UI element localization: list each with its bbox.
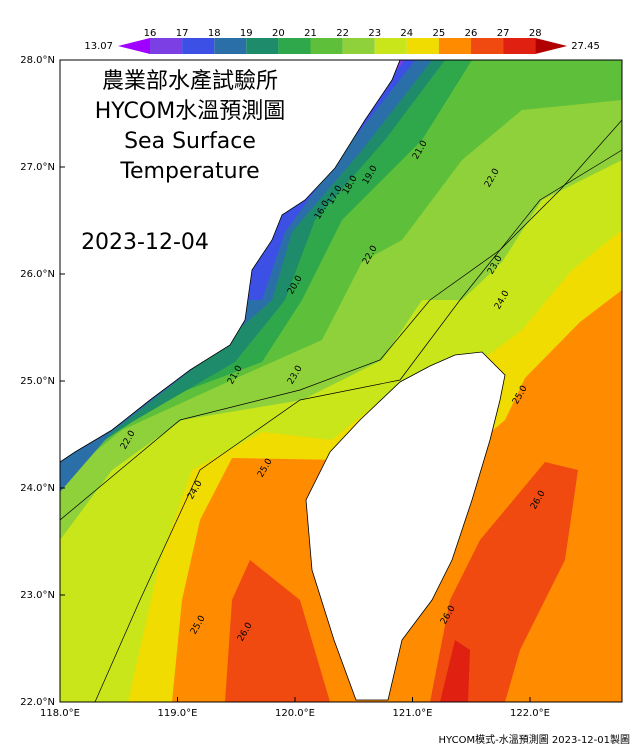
colorbar-segment [310,38,343,54]
colorbar-tick-label: 18 [208,28,221,39]
colorbar-segment [214,38,247,54]
colorbar-tick-label: 27 [497,28,510,39]
contour-line [60,119,622,521]
colorbar-max-label: 27.45 [571,41,600,52]
colorbar-segment [438,38,471,54]
colorbar-segment [374,38,407,54]
china-coast [60,60,401,463]
colorbar-min-label: 13.07 [84,41,113,52]
lon-label: 120.0°E [275,708,315,719]
land [60,60,506,701]
colorbar-tick-label: 20 [272,28,285,39]
lon-label: 122.0°E [510,708,550,719]
lat-label: 28.0°N [20,55,55,66]
lat-label: 26.0°N [20,269,55,280]
colorbar-tick-label: 28 [529,28,542,39]
title-line: HYCOM水溫預測圖 [95,99,285,124]
lat-label: 27.0°N [20,162,55,173]
temperature-zone [225,560,330,702]
colorbar-tick-label: 19 [240,28,253,39]
temperature-zone [440,640,470,702]
colorbar-segment [278,38,311,54]
colorbar-tick-label: 21 [304,28,317,39]
contour-line [94,149,622,702]
colorbar-tick-label: 16 [144,28,157,39]
colorbar-tick-label: 22 [336,28,349,39]
colorbar-segment [182,38,215,54]
lat-label: 24.0°N [20,483,55,494]
lon-label: 119.0°E [158,708,198,719]
temperature-zone [430,462,578,702]
colorbar-tick-label: 17 [176,28,189,39]
colorbar-tick-label: 26 [465,28,478,39]
title-line: Temperature [119,159,259,184]
lon-label: 121.0°E [393,708,433,719]
lat-label: 22.0°N [20,697,55,708]
title-line: Sea Surface [124,129,256,154]
overlay: 16 17 18 19 20 21 22 23 24 25 26 27 28 13.07 27.45 28.0… [20,28,630,746]
colorbar-segment [503,38,536,54]
colorbar-tick-label: 23 [368,28,381,39]
lat-label: 23.0°N [20,590,55,601]
footer: HYCOM模式-水溫預測圖 2023-12-01製圖 [439,733,630,746]
lon-label: 118.0°E [40,708,80,719]
colorbar-tick-label: 25 [433,28,446,39]
colorbar-tick-label: 24 [400,28,413,39]
colorbar-segment [535,38,568,54]
colorbar-segment [342,38,375,54]
colorbar-segment [246,38,279,54]
title-line: 農業部水產試驗所 [102,69,278,94]
colorbar-segment [471,38,504,54]
taiwan [305,351,506,701]
colorbar-segment [150,38,183,54]
lat-label: 25.0°N [20,376,55,387]
forecast-date: 2023-12-04 [81,230,209,255]
colorbar-segment [406,38,439,54]
colorbar-segment [118,38,150,54]
